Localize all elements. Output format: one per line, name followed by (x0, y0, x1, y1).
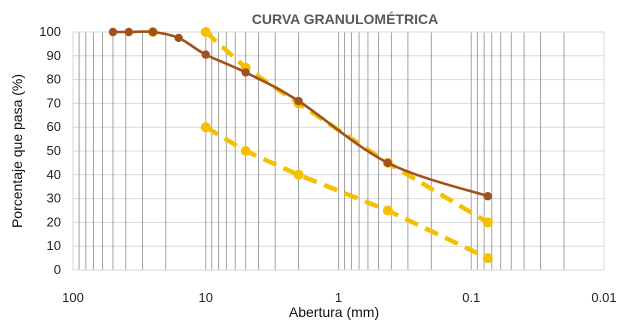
series-3-line (204, 125, 489, 261)
x-axis-title: Abertura (mm) (289, 304, 379, 320)
series-3-point-2 (293, 169, 304, 180)
series-0-point-7 (383, 158, 393, 168)
y-tick-label: 0 (54, 262, 61, 277)
y-tick-label: 60 (47, 119, 61, 134)
plot-frame (72, 31, 605, 271)
series-3-point-4 (482, 253, 493, 264)
y-tick-label: 30 (47, 191, 61, 206)
series-0-point-3 (174, 33, 183, 43)
tick-label-layer: 0 10 20 30 40 50 60 70 80 90 100 100 10 1 0.1 0.01 (39, 24, 616, 305)
y-tick-label: 80 (47, 72, 61, 87)
series-0-point-4 (201, 50, 210, 59)
series-0-point-1 (124, 27, 133, 37)
y-tick-label: 70 (47, 95, 61, 110)
series-1-point-0 (200, 27, 211, 37)
series-3-point-3 (382, 205, 393, 216)
series-0-point-8 (483, 192, 493, 201)
series-0-point-2 (148, 27, 158, 37)
y-tick-label: 10 (47, 238, 61, 253)
y-tick-label: 50 (47, 143, 61, 158)
y-tick-label: 20 (47, 214, 61, 229)
y-tick-label: 40 (47, 167, 61, 182)
series-0-point-5 (241, 68, 250, 77)
y-tick-label: 90 (47, 48, 61, 63)
x-tick-label: 1 (335, 290, 342, 305)
y-axis-title: Porcentaje que pasa (%) (9, 74, 25, 228)
x-tick-label: 10 (199, 290, 213, 305)
x-tick-label: 0.01 (591, 290, 616, 305)
series-layer (108, 27, 493, 264)
series-1-point-4 (482, 217, 493, 228)
series-0-point-6 (294, 96, 303, 106)
x-tick-label: 100 (62, 290, 84, 305)
chart-title: CURVA GRANULOMÉTRICA (252, 11, 438, 27)
series-3-point-0 (200, 122, 211, 133)
y-tick-label: 100 (39, 24, 61, 39)
series-3-point-1 (240, 146, 251, 156)
x-tick-label: 0.1 (462, 290, 480, 305)
series-0-point-0 (108, 27, 118, 37)
